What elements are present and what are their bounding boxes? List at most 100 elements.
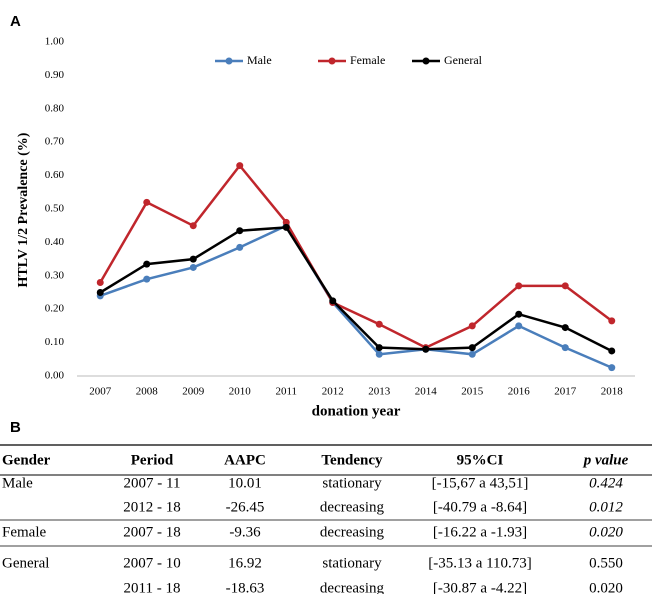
table-cell: General <box>2 555 49 571</box>
table-cell: 2012 - 18 <box>123 499 181 515</box>
table-cell: stationary <box>322 555 382 571</box>
table-cell: 2007 - 18 <box>123 524 181 540</box>
y-tick-label: 0.40 <box>45 236 65 248</box>
x-tick-label: 2017 <box>554 386 577 398</box>
table-header: Tendency <box>321 452 383 468</box>
x-tick-label: 2015 <box>461 386 484 398</box>
y-tick-label: 0.70 <box>45 136 65 148</box>
point <box>515 282 523 290</box>
table-cell: 0.020 <box>589 524 623 540</box>
x-tick-label: 2010 <box>229 386 252 398</box>
table-cell: 2007 - 11 <box>124 475 181 491</box>
table-cell: decreasing <box>320 580 385 594</box>
y-tick-label: 0.20 <box>45 303 65 315</box>
x-tick-label: 2016 <box>508 386 531 398</box>
series-line <box>99 226 613 353</box>
table-cell: [-40.79 a -8.64] <box>433 499 527 515</box>
series-line <box>99 224 613 369</box>
point <box>515 310 523 318</box>
legend-label: Female <box>350 53 385 67</box>
table-header: Gender <box>2 452 51 468</box>
point <box>189 222 197 230</box>
point <box>282 218 290 226</box>
x-tick-label: 2013 <box>368 386 391 398</box>
point <box>189 263 197 271</box>
x-tick-label: 2008 <box>136 386 159 398</box>
x-tick-label: 2011 <box>275 386 297 398</box>
table-cell: stationary <box>322 475 382 491</box>
legend-marker <box>328 57 336 65</box>
table-header: p value <box>582 452 629 468</box>
panel-label: A <box>10 13 21 30</box>
series-line <box>99 163 613 349</box>
y-tick-label: 0.10 <box>45 336 65 348</box>
table-cell: Female <box>2 524 46 540</box>
table-cell: 2007 - 10 <box>123 555 181 571</box>
table-cell: 0.424 <box>589 475 623 491</box>
legend-label: General <box>444 53 483 67</box>
table-cell: [-15,67 a 43,51] <box>432 475 529 491</box>
table-cell: [-35.13 a 110.73] <box>428 555 532 571</box>
point <box>608 364 616 372</box>
table-cell: decreasing <box>320 499 385 515</box>
table-cell: [-30.87 a -4.22] <box>433 580 527 594</box>
point <box>375 350 383 358</box>
y-tick-label: 0.90 <box>45 69 65 81</box>
point <box>189 255 197 263</box>
x-tick-label: 2009 <box>182 386 205 398</box>
point <box>143 275 151 283</box>
point <box>96 289 104 296</box>
x-tick-label: 2014 <box>415 386 438 398</box>
table-cell: -18.63 <box>226 580 265 594</box>
y-tick-label: 0.80 <box>45 102 65 114</box>
point <box>561 344 569 352</box>
x-axis-label: donation year <box>312 403 401 419</box>
point <box>468 350 476 358</box>
point <box>236 243 244 251</box>
y-tick-label: 0.60 <box>45 169 65 181</box>
x-tick-label: 2012 <box>322 386 344 398</box>
point <box>143 198 151 206</box>
table-cell: 16.92 <box>228 555 262 571</box>
table-header: 95%CI <box>457 452 504 468</box>
point <box>608 317 616 325</box>
table-cell: -26.45 <box>226 499 265 515</box>
point <box>329 297 337 305</box>
point <box>375 320 383 328</box>
point <box>561 282 569 290</box>
table-cell: 10.01 <box>228 475 262 491</box>
table-cell: 0.020 <box>589 580 623 594</box>
point <box>468 344 476 352</box>
table-cell: decreasing <box>320 524 385 540</box>
point <box>515 322 523 330</box>
y-tick-label: 0.30 <box>45 269 65 281</box>
point <box>282 223 290 231</box>
point <box>236 162 244 170</box>
point <box>608 347 616 355</box>
legend-label: Male <box>247 53 272 67</box>
point <box>422 345 430 353</box>
table-cell: Male <box>2 475 33 491</box>
x-tick-label: 2007 <box>89 386 112 398</box>
point <box>561 324 569 332</box>
point <box>236 227 244 235</box>
y-tick-label: 0.50 <box>45 203 65 215</box>
table-cell: 2011 - 18 <box>124 580 181 594</box>
y-tick-label: 0.00 <box>45 370 65 382</box>
point <box>468 322 476 330</box>
y-axis-label: HTLV 1/2 Prevalence (%) <box>16 132 31 287</box>
table-cell: 0.550 <box>589 555 623 571</box>
table-cell: 0.012 <box>589 499 623 515</box>
table-header: Period <box>131 452 174 468</box>
table-cell: -9.36 <box>229 524 261 540</box>
point <box>143 260 151 268</box>
point <box>375 344 383 352</box>
panel-label: B <box>10 419 21 436</box>
point <box>96 278 104 286</box>
x-tick-label: 2018 <box>601 386 624 398</box>
table-cell: [-16.22 a -1.93] <box>433 524 527 540</box>
legend-marker <box>422 57 430 65</box>
y-tick-label: 1.00 <box>45 36 65 48</box>
